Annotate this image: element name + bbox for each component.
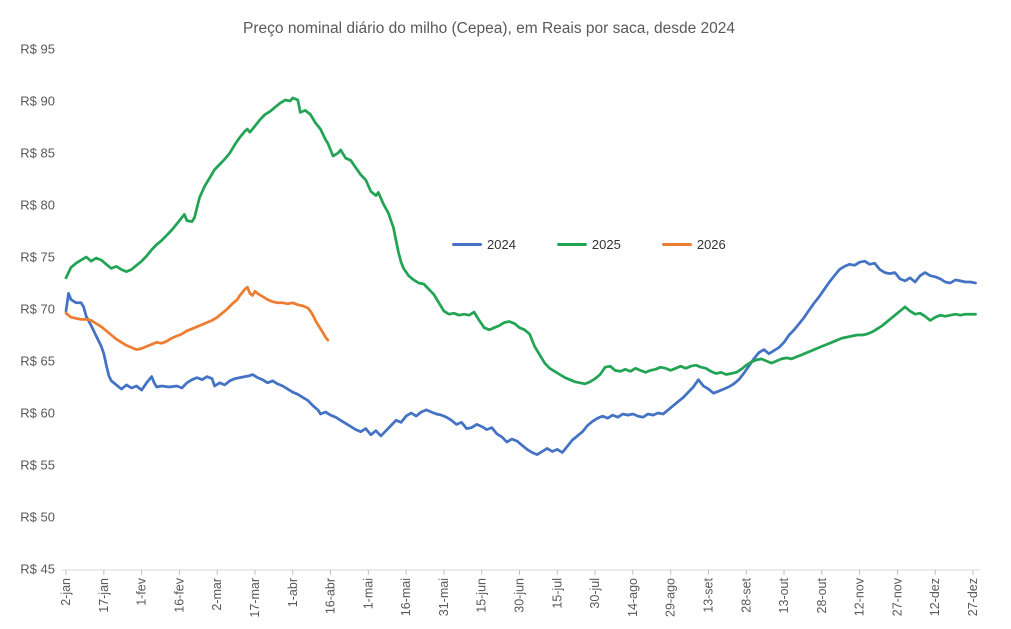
x-axis-label: 17-mar: [248, 578, 262, 618]
chart-legend: 2024 2025 2026: [452, 237, 726, 252]
chart-title: Preço nominal diário do milho (Cepea), e…: [243, 20, 735, 37]
x-axis-label: 1-mai: [361, 578, 375, 609]
series-line-2026: [64, 285, 330, 351]
x-axis-label: 27-dez: [966, 578, 980, 616]
legend-swatch-2024: [452, 243, 482, 246]
x-axis-label: 16-abr: [324, 578, 338, 614]
x-axis-label: 13-out: [777, 577, 791, 613]
y-axis-label: R$ 70: [20, 302, 55, 317]
x-axis-label: 2-mar: [210, 578, 224, 611]
x-axis-label: 2-jan: [59, 578, 73, 606]
y-axis-label: R$ 85: [20, 146, 55, 161]
y-axis-label: R$ 45: [20, 562, 55, 577]
x-axis-label: 12-nov: [853, 577, 867, 616]
legend-label-2024: 2024: [487, 237, 516, 252]
legend-label-2026: 2026: [696, 237, 726, 252]
x-axis-label: 28-set: [739, 577, 753, 612]
x-axis-label: 13-set: [701, 577, 715, 612]
legend-swatch-2026: [661, 243, 692, 246]
y-axis-label: R$ 65: [20, 354, 55, 369]
y-axis-label: R$ 75: [20, 250, 55, 265]
legend-item-2026: 2026: [661, 237, 726, 252]
y-axis-label: R$ 50: [20, 510, 55, 525]
x-axis-label: 15-jul: [550, 578, 564, 609]
series-line-2025: [64, 96, 977, 386]
x-axis-label: 1-fev: [135, 577, 149, 606]
x-axis-label: 12-dez: [928, 578, 942, 616]
y-axis-label: R$ 90: [20, 94, 55, 109]
x-axis-label: 14-ago: [626, 578, 640, 617]
x-axis-label: 15-jun: [475, 578, 489, 613]
y-axis-label: R$ 80: [20, 198, 55, 213]
x-axis-label: 28-out: [815, 577, 829, 613]
x-axis-label: 30-jul: [588, 578, 602, 609]
x-axis-label: 17-jan: [97, 578, 111, 613]
legend-swatch-2025: [556, 243, 587, 246]
x-axis-label: 31-mai: [437, 578, 451, 616]
x-axis-label: 16-fev: [172, 577, 186, 612]
legend-label-2025: 2025: [591, 237, 621, 252]
legend-item-2024: 2024: [452, 237, 516, 252]
y-axis-label: R$ 95: [20, 42, 55, 57]
x-axis-label: 29-ago: [664, 578, 678, 617]
y-axis-label: R$ 55: [20, 458, 55, 473]
x-axis-label: 1-abr: [286, 578, 300, 607]
legend-item-2025: 2025: [556, 237, 621, 252]
x-axis-label: 27-nov: [890, 577, 904, 616]
series-line-2024: [64, 259, 977, 456]
x-axis-label: 16-mai: [399, 578, 413, 616]
x-axis-label: 30-jun: [513, 578, 527, 613]
y-axis-label: R$ 60: [20, 406, 55, 421]
